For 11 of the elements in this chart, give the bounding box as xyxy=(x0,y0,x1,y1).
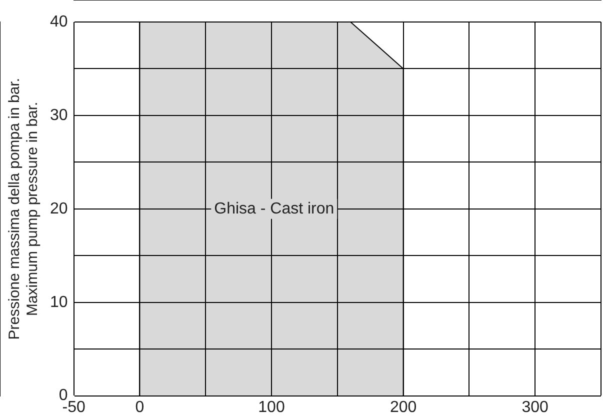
y-tick-label: 20 xyxy=(50,200,68,218)
y-tick-label: 0 xyxy=(58,387,68,404)
x-tick-label: 200 xyxy=(390,398,417,416)
annotation: Ghisa - Cast iron xyxy=(214,200,334,218)
y-tick-label: 10 xyxy=(50,294,68,311)
y-axis-title: Pressione massima della pompa in bar. Maximum pump pressure in bar. xyxy=(6,78,42,340)
x-tick-label: 0 xyxy=(135,398,144,416)
y-tick-label: 30 xyxy=(50,106,68,124)
y-tick-label: 40 xyxy=(50,13,68,30)
x-tick-label: 300 xyxy=(522,398,549,416)
x-tick-label: 100 xyxy=(258,398,285,416)
